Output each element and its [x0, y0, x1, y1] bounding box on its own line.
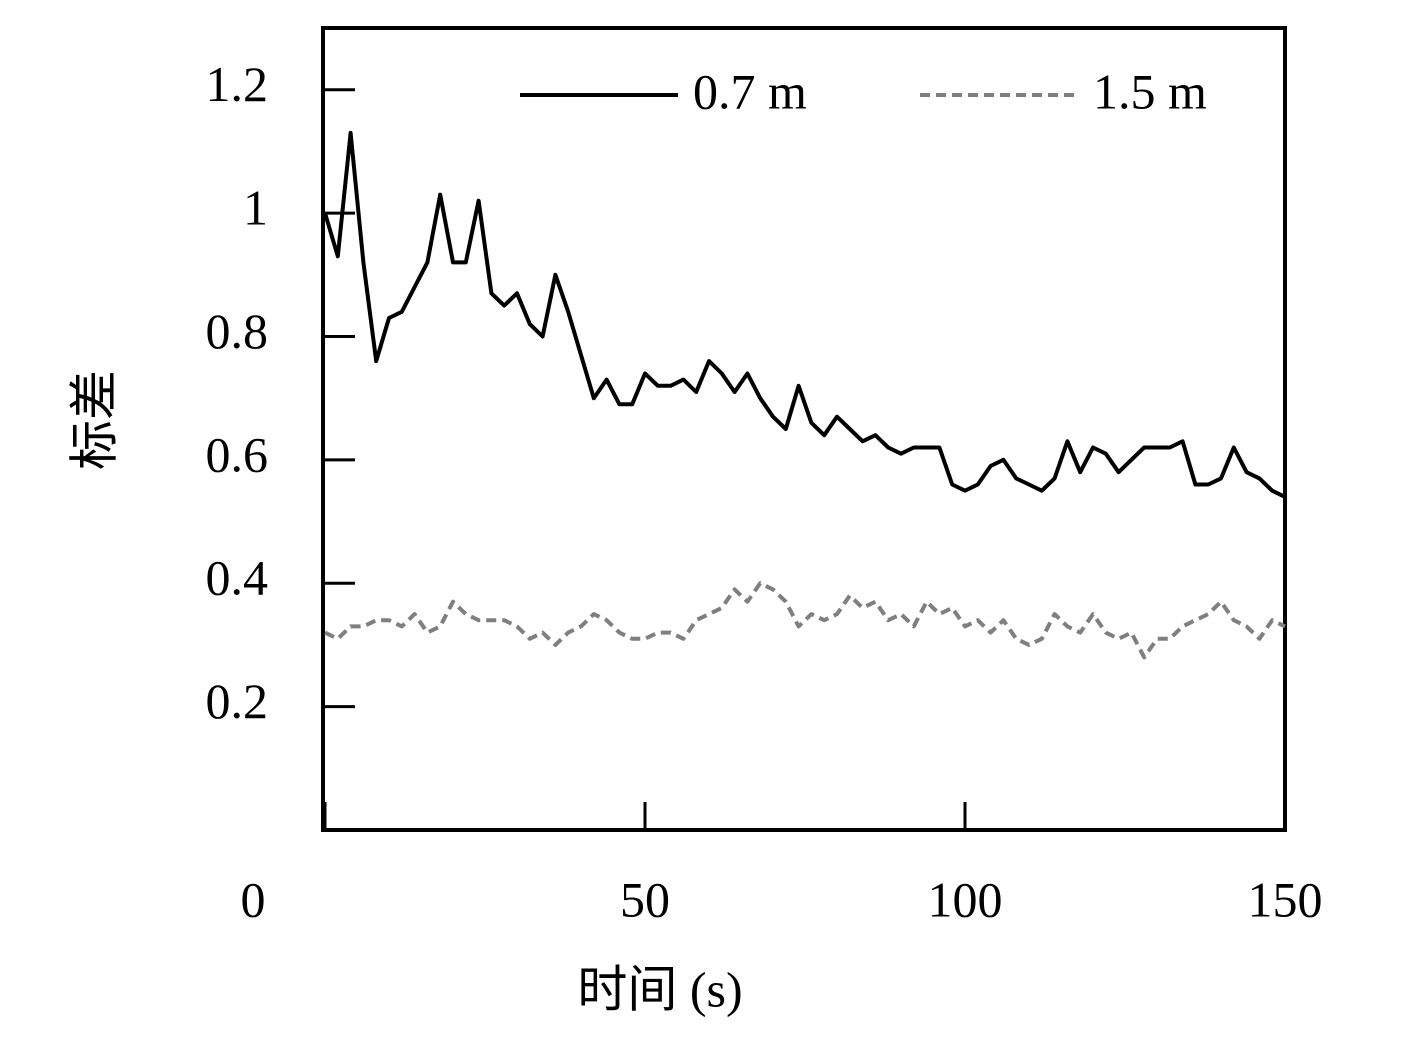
y-tick-label: 0.8 — [206, 303, 269, 359]
legend-label: 1.5 m — [1093, 63, 1207, 119]
x-tick-label: 150 — [1248, 871, 1323, 927]
y-tick-label: 0.6 — [206, 426, 269, 482]
x-tick-label: 0 — [241, 871, 266, 927]
y-axis-label: 标差 — [66, 370, 122, 470]
plot-frame — [321, 26, 1287, 832]
y-tick-label: 0.2 — [206, 673, 269, 729]
data-line — [323, 130, 1286, 499]
data-line — [324, 581, 1286, 660]
legend-label: 0.7 m — [693, 63, 807, 119]
y-tick-label: 1.2 — [206, 56, 269, 112]
x-tick-label: 100 — [928, 871, 1003, 927]
y-tick-label: 1 — [243, 180, 268, 236]
x-axis-label: 时间 (s) — [577, 961, 742, 1017]
x-tick-label: 50 — [620, 871, 670, 927]
y-tick-label: 0.4 — [206, 550, 269, 606]
